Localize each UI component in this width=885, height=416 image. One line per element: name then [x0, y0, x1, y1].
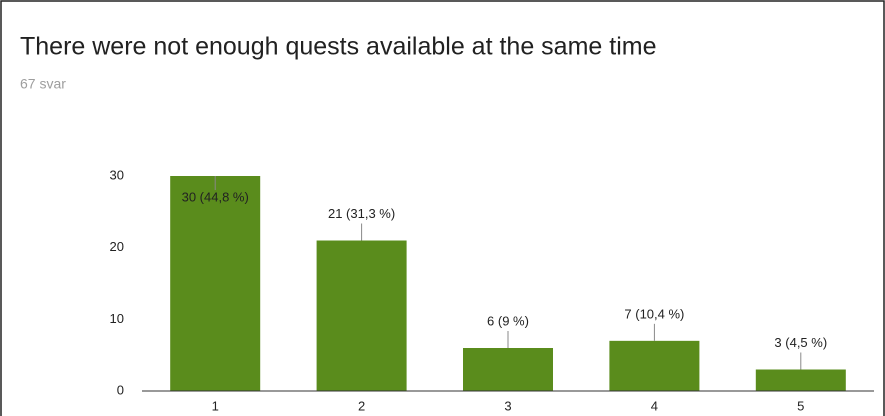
x-tick-label: 3	[504, 398, 511, 413]
data-label: 6 (9 %)	[487, 313, 529, 328]
data-label: 21 (31,3 %)	[328, 206, 395, 221]
x-tick-label: 5	[797, 398, 804, 413]
x-tick-label: 2	[358, 398, 365, 413]
y-tick-label: 20	[110, 239, 124, 254]
y-tick-label: 0	[117, 382, 124, 397]
chart-subtitle: 67 svar	[20, 76, 66, 92]
bar	[755, 369, 846, 391]
bar	[609, 340, 700, 391]
chart-title: There were not enough quests available a…	[20, 33, 657, 61]
data-label: 30 (44,8 %)	[182, 189, 249, 204]
x-tick-label: 1	[212, 398, 219, 413]
data-label: 7 (10,4 %)	[624, 306, 684, 321]
bar	[170, 176, 261, 391]
y-tick-label: 10	[110, 311, 124, 326]
y-tick-label: 30	[110, 167, 124, 182]
x-tick-label: 4	[651, 398, 658, 413]
bar	[463, 348, 553, 391]
data-label: 3 (4,5 %)	[774, 335, 827, 350]
bar	[316, 240, 407, 391]
